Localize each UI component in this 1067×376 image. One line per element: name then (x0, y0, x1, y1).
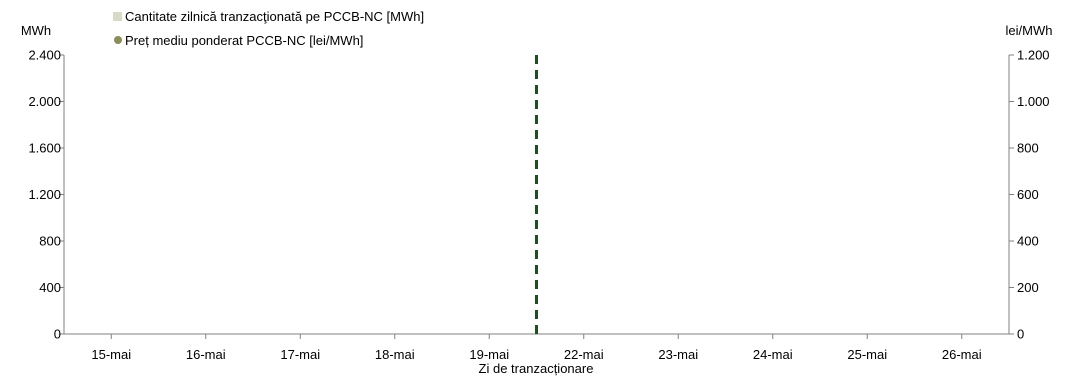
y-right-tick-label: 600 (1017, 187, 1039, 202)
x-tick-label: 18-mai (375, 347, 415, 362)
x-tick-label: 23-mai (658, 347, 698, 362)
y-left-tick-label: 0 (54, 327, 61, 342)
legend-swatch-price (114, 36, 122, 44)
x-tick-label: 16-mai (186, 347, 226, 362)
y-right-axis-label: lei/MWh (1006, 23, 1053, 38)
x-tick-label: 22-mai (564, 347, 604, 362)
legend-label-price: Preț mediu ponderat PCCB-NC [lei/MWh] (125, 33, 363, 48)
x-tick-label: 24-mai (753, 347, 793, 362)
legend-label-quantity: Cantitate zilnică tranzacţionată pe PCCB… (125, 9, 424, 24)
y-right-ticks: 0 200 400 600 800 1.000 1.200 (1009, 48, 1050, 342)
y-left-tick-label: 400 (39, 280, 61, 295)
y-right-tick-label: 1.200 (1017, 48, 1050, 63)
y-right-tick-label: 200 (1017, 280, 1039, 295)
y-left-tick-label: 800 (39, 234, 61, 249)
y-right-tick-label: 400 (1017, 234, 1039, 249)
x-tick-label: 17-mai (280, 347, 320, 362)
x-axis-title: Zi de tranzacționare (479, 361, 594, 376)
y-left-tick-label: 2.000 (28, 94, 61, 109)
y-left-tick-label: 1.200 (28, 187, 61, 202)
y-right-tick-label: 0 (1017, 327, 1024, 342)
legend: Cantitate zilnică tranzacţionată pe PCCB… (113, 9, 424, 48)
y-left-tick-label: 1.600 (28, 141, 61, 156)
x-tick-label: 19-mai (469, 347, 509, 362)
legend-swatch-quantity (113, 12, 122, 21)
x-tick-label: 25-mai (847, 347, 887, 362)
y-left-axis-label: MWh (21, 23, 51, 38)
x-ticks: 15-mai 16-mai 17-mai 18-mai 19-mai 22-mai 23-m… (91, 334, 982, 362)
y-right-tick-label: 1.000 (1017, 94, 1050, 109)
y-left-ticks: 0 400 800 1.200 1.600 2.000 2.400 (28, 48, 64, 342)
y-right-tick-label: 800 (1017, 141, 1039, 156)
x-tick-label: 15-mai (91, 347, 131, 362)
y-left-tick-label: 2.400 (28, 48, 61, 63)
x-tick-label: 26-mai (942, 347, 982, 362)
